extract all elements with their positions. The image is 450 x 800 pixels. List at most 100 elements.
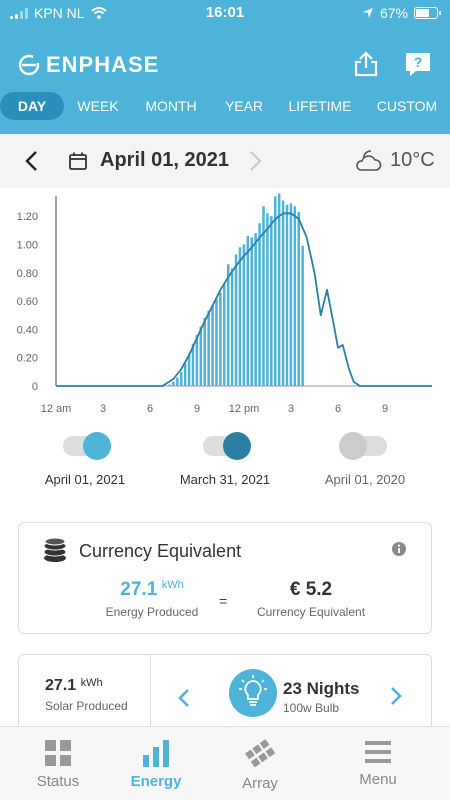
chart-bar [215, 299, 218, 386]
solar-unit: kWh [80, 677, 103, 689]
x-tick-label: 3 [100, 403, 106, 415]
tab-lifetime[interactable]: LIFETIME [288, 98, 352, 114]
currency-card: Currency Equivalent 27.1 kWh Energy Prod… [18, 522, 432, 634]
energy-chart: 0 0.20 0.40 0.60 0.80 1.00 1.20 12 am 3 6 9 12 pm 3 6… [17, 193, 432, 415]
energy-unit: kWh [161, 579, 184, 591]
chart-bar [285, 204, 289, 386]
brand-name: ENPHASE [46, 52, 160, 77]
comparison-line [56, 212, 432, 387]
toggle-april-01-2021[interactable]: April 01, 2021 [15, 432, 155, 487]
toggle-switch[interactable] [203, 432, 251, 460]
battery-icon [414, 7, 441, 19]
bar-chart-icon [143, 740, 169, 767]
nav-label: Energy [130, 773, 182, 790]
chart-bar [219, 292, 222, 386]
status-right: 67% [362, 5, 441, 21]
chart-bar [211, 305, 214, 386]
battery-percent: 67% [379, 5, 408, 21]
chart-bar [230, 268, 234, 386]
carrier-info: KPN NL [10, 5, 107, 21]
equivalent-value: 23 Nights [283, 679, 360, 698]
nav-label: Menu [359, 771, 397, 788]
partly-cloudy-icon [356, 150, 382, 171]
chart-bar [179, 371, 183, 386]
y-tick-label: 0.80 [17, 268, 38, 280]
chart-bar [226, 264, 230, 386]
comparison-toggles: April 01, 2021 March 31, 2021 April 01, … [0, 432, 450, 492]
card-title: Currency Equivalent [79, 541, 242, 561]
chart-bar [172, 381, 175, 386]
equals-sign: = [219, 593, 228, 609]
currency-label: Currency Equivalent [256, 605, 366, 619]
chart-bar [297, 211, 300, 386]
y-tick-label: 1.00 [17, 239, 38, 251]
wifi-icon [90, 7, 107, 19]
nav-energy[interactable]: Energy [100, 727, 212, 800]
nav-status[interactable]: Status [2, 727, 114, 800]
chart-bar [234, 254, 238, 386]
chart-bar [207, 310, 210, 386]
tab-year[interactable]: YEAR [224, 98, 264, 114]
coins-icon [43, 537, 67, 562]
help-icon[interactable]: ? [404, 50, 432, 78]
tab-week[interactable]: WEEK [77, 98, 119, 114]
energy-value: 27.1 [120, 579, 158, 600]
chart-bar [266, 213, 269, 386]
tab-month[interactable]: MONTH [145, 98, 197, 114]
share-icon[interactable] [352, 50, 380, 78]
period-tabs: DAY WEEK MONTH YEAR LIFETIME CUSTOM [0, 92, 450, 120]
info-icon[interactable] [391, 541, 407, 557]
chevron-left-icon[interactable] [24, 150, 40, 172]
toggle-knob [223, 432, 251, 460]
chart-bar [195, 335, 199, 386]
chevron-right-icon[interactable] [247, 150, 263, 172]
nav-array[interactable]: Array [204, 727, 316, 800]
solar-value: 27.1 [45, 677, 77, 694]
nav-menu[interactable]: Menu [322, 727, 434, 800]
chart-bar [262, 206, 265, 386]
chevron-left-icon[interactable] [177, 687, 191, 709]
toggle-april-01-2020[interactable]: April 01, 2020 [295, 432, 435, 487]
chevron-right-icon[interactable] [389, 685, 403, 707]
chart-bar [289, 203, 293, 386]
status-bar: KPN NL 16:01 67% [0, 0, 450, 26]
tab-custom[interactable]: CUSTOM [376, 98, 438, 114]
toggle-switch[interactable] [63, 432, 111, 460]
chart-bar [273, 196, 277, 386]
toggle-knob [83, 432, 111, 460]
chart-bar [293, 206, 297, 386]
currency-value: € 5.2 [289, 579, 333, 600]
lightbulb-glyph [239, 675, 267, 706]
toggle-label: March 31, 2021 [179, 472, 271, 487]
tab-day[interactable]: DAY [0, 92, 64, 120]
chart-bar [176, 377, 179, 386]
svg-text:?: ? [414, 54, 423, 70]
calendar-icon[interactable] [68, 151, 88, 171]
y-tick-label: 1.20 [17, 211, 38, 223]
nav-label: Status [36, 773, 80, 790]
toggle-march-31-2021[interactable]: March 31, 2021 [155, 432, 295, 487]
solar-produced: 27.1 kWh Solar Produced [19, 655, 151, 745]
solar-panel-icon [245, 739, 276, 768]
signal-icon [10, 7, 28, 19]
y-tick-label: 0.40 [17, 324, 38, 336]
chart-bar [281, 200, 285, 386]
nav-label: Array [242, 775, 278, 792]
chart-bar [301, 245, 304, 386]
chart-bar [187, 353, 191, 386]
x-tick-label: 6 [335, 403, 341, 415]
chart-bar [270, 216, 273, 386]
y-tick-label: 0 [32, 381, 38, 393]
toggle-switch[interactable] [339, 432, 387, 460]
enphase-logo-icon [18, 54, 40, 76]
x-tick-label: 9 [194, 403, 200, 415]
chart-bar [242, 244, 246, 386]
status-time: 16:01 [205, 4, 245, 21]
selected-date[interactable]: April 01, 2021 [100, 149, 229, 171]
chart-bar [183, 363, 187, 386]
chart-bar [199, 326, 203, 386]
equivalent-label: 100w Bulb [283, 701, 340, 715]
x-tick-label: 12 pm [229, 403, 260, 415]
grid-icon [45, 740, 71, 766]
location-arrow-icon [362, 8, 373, 18]
